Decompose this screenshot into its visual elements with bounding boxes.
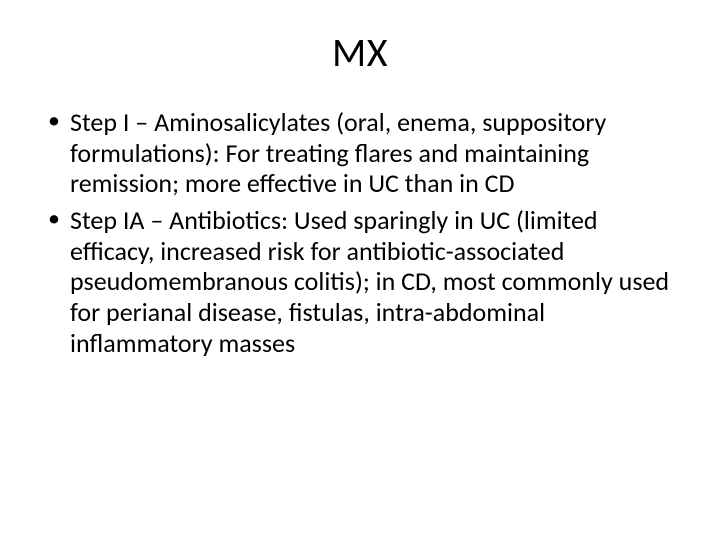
list-item: Step I – Aminosalicylates (oral, enema, … [44, 107, 676, 199]
list-item: Step IA – Antibiotics: Used sparingly in… [44, 205, 676, 358]
bullet-list: Step I – Aminosalicylates (oral, enema, … [44, 107, 676, 358]
slide: MX Step I – Aminosalicylates (oral, enem… [0, 0, 720, 540]
slide-title: MX [0, 0, 720, 107]
slide-body: Step I – Aminosalicylates (oral, enema, … [0, 107, 720, 358]
